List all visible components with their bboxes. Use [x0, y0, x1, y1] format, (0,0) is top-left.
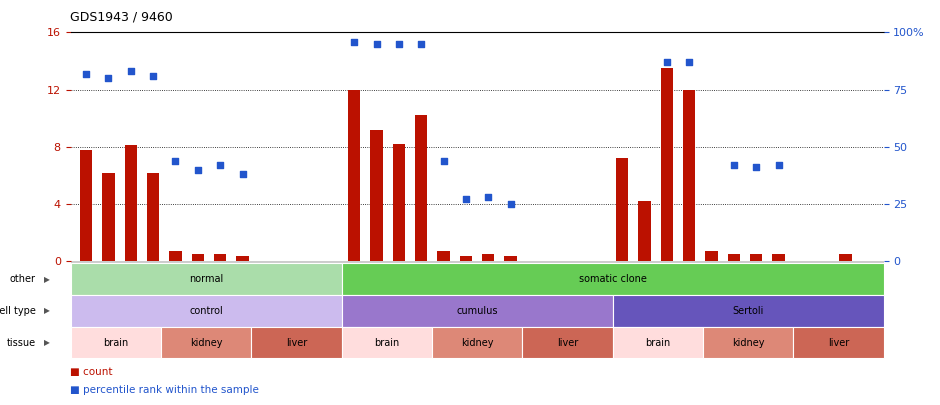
- Bar: [750, 254, 762, 261]
- Bar: [437, 251, 449, 261]
- Text: liver: liver: [286, 337, 307, 347]
- Point: [123, 68, 138, 75]
- Bar: [460, 256, 472, 261]
- Point: [391, 40, 406, 47]
- Point: [480, 194, 495, 200]
- Text: ▶: ▶: [44, 338, 50, 347]
- Bar: [683, 90, 696, 261]
- Text: ■ count: ■ count: [70, 367, 113, 377]
- Point: [347, 38, 362, 45]
- Point: [369, 40, 384, 47]
- Point: [459, 196, 474, 202]
- Text: cumulus: cumulus: [456, 306, 498, 316]
- Text: brain: brain: [374, 337, 400, 347]
- Bar: [728, 254, 740, 261]
- Text: kidney: kidney: [190, 337, 222, 347]
- Point: [436, 157, 451, 164]
- Bar: [482, 254, 494, 261]
- Bar: [839, 254, 852, 261]
- Bar: [661, 68, 673, 261]
- Point: [771, 162, 786, 168]
- Bar: [505, 256, 517, 261]
- Text: kidney: kidney: [732, 337, 764, 347]
- Point: [682, 59, 697, 65]
- Text: liver: liver: [828, 337, 849, 347]
- Bar: [236, 256, 249, 261]
- Point: [101, 75, 116, 81]
- Text: liver: liver: [556, 337, 578, 347]
- Text: kidney: kidney: [461, 337, 494, 347]
- Bar: [147, 173, 159, 261]
- Text: cell type: cell type: [0, 306, 36, 316]
- Bar: [638, 201, 650, 261]
- Text: somatic clone: somatic clone: [579, 274, 647, 284]
- Text: normal: normal: [189, 274, 223, 284]
- Text: tissue: tissue: [7, 337, 36, 347]
- Point: [235, 171, 250, 177]
- Text: brain: brain: [103, 337, 128, 347]
- Bar: [370, 130, 383, 261]
- Bar: [415, 115, 428, 261]
- Text: control: control: [189, 306, 223, 316]
- Bar: [616, 158, 628, 261]
- Point: [168, 157, 183, 164]
- Bar: [348, 90, 360, 261]
- Text: brain: brain: [645, 337, 670, 347]
- Text: Sertoli: Sertoli: [732, 306, 764, 316]
- Point: [190, 166, 205, 173]
- Point: [749, 164, 764, 171]
- Text: ▶: ▶: [44, 275, 50, 284]
- Point: [79, 70, 94, 77]
- Text: ■ percentile rank within the sample: ■ percentile rank within the sample: [70, 385, 259, 395]
- Point: [414, 40, 429, 47]
- Text: GDS1943 / 9460: GDS1943 / 9460: [70, 10, 173, 23]
- Bar: [192, 254, 204, 261]
- Bar: [705, 251, 718, 261]
- Text: other: other: [9, 274, 36, 284]
- Bar: [773, 254, 785, 261]
- Text: ▶: ▶: [44, 306, 50, 315]
- Point: [146, 72, 161, 79]
- Bar: [125, 145, 137, 261]
- Bar: [169, 251, 181, 261]
- Bar: [102, 173, 115, 261]
- Point: [727, 162, 742, 168]
- Point: [212, 162, 227, 168]
- Bar: [80, 150, 92, 261]
- Point: [659, 59, 674, 65]
- Bar: [214, 254, 227, 261]
- Bar: [393, 144, 405, 261]
- Point: [503, 201, 518, 207]
